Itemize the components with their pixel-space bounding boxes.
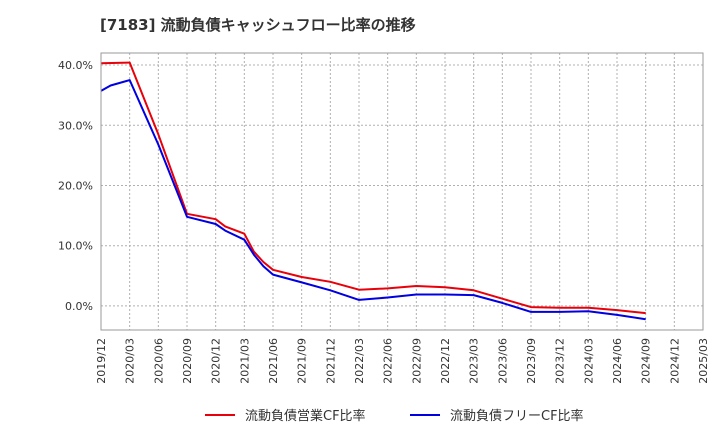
series-line-1 — [100, 61, 646, 315]
x-tick-label: 2024/12 — [668, 338, 681, 384]
x-tick-label: 2021/12 — [324, 338, 337, 384]
x-tick-label: 2023/06 — [496, 338, 509, 384]
y-tick-layer: 0.0% 10.0% 20.0% 30.0% 40.0% — [58, 59, 93, 313]
x-tick-label: 2022/09 — [410, 338, 423, 384]
series-line-2 — [100, 79, 646, 321]
x-tick-label: 2021/03 — [238, 338, 251, 384]
x-tick-label: 2025/03 — [697, 338, 710, 384]
grid-layer — [100, 53, 704, 330]
x-tick-label: 2022/12 — [439, 338, 452, 384]
y-tick-label: 30.0% — [58, 119, 93, 132]
x-tick-label: 2023/09 — [525, 338, 538, 384]
chart-title: [7183] 流動負債キャッシュフロー比率の推移 — [100, 16, 416, 34]
y-tick-label: 20.0% — [58, 179, 93, 192]
x-tick-label: 2021/09 — [296, 338, 309, 384]
x-tick-layer: 2019/12 2020/03 2020/06 2020/09 2020/12 2021/… — [95, 338, 710, 384]
x-tick-label: 2022/06 — [382, 338, 395, 384]
y-tick-label: 40.0% — [58, 59, 93, 72]
x-tick-label: 2019/12 — [95, 338, 108, 384]
y-tick-label: 0.0% — [65, 300, 93, 313]
legend-label: 流動負債フリーCF比率 — [450, 408, 584, 424]
x-tick-label: 2022/03 — [353, 338, 366, 384]
x-tick-label: 2023/03 — [468, 338, 481, 384]
x-tick-label: 2020/06 — [152, 338, 165, 384]
x-tick-label: 2020/12 — [210, 338, 223, 384]
x-tick-label: 2020/09 — [181, 338, 194, 384]
plot-frame — [100, 52, 704, 331]
series-layer — [100, 61, 646, 321]
y-tick-label: 10.0% — [58, 240, 93, 253]
x-tick-label: 2024/06 — [611, 338, 624, 384]
x-tick-label: 2023/12 — [554, 338, 567, 384]
x-tick-label: 2024/03 — [582, 338, 595, 384]
legend: 流動負債営業CF比率 流動負債フリーCF比率 — [205, 408, 584, 424]
x-tick-label: 2020/03 — [124, 338, 137, 384]
x-tick-label: 2024/09 — [640, 338, 653, 384]
legend-label: 流動負債営業CF比率 — [245, 408, 366, 424]
x-tick-label: 2021/06 — [267, 338, 280, 384]
